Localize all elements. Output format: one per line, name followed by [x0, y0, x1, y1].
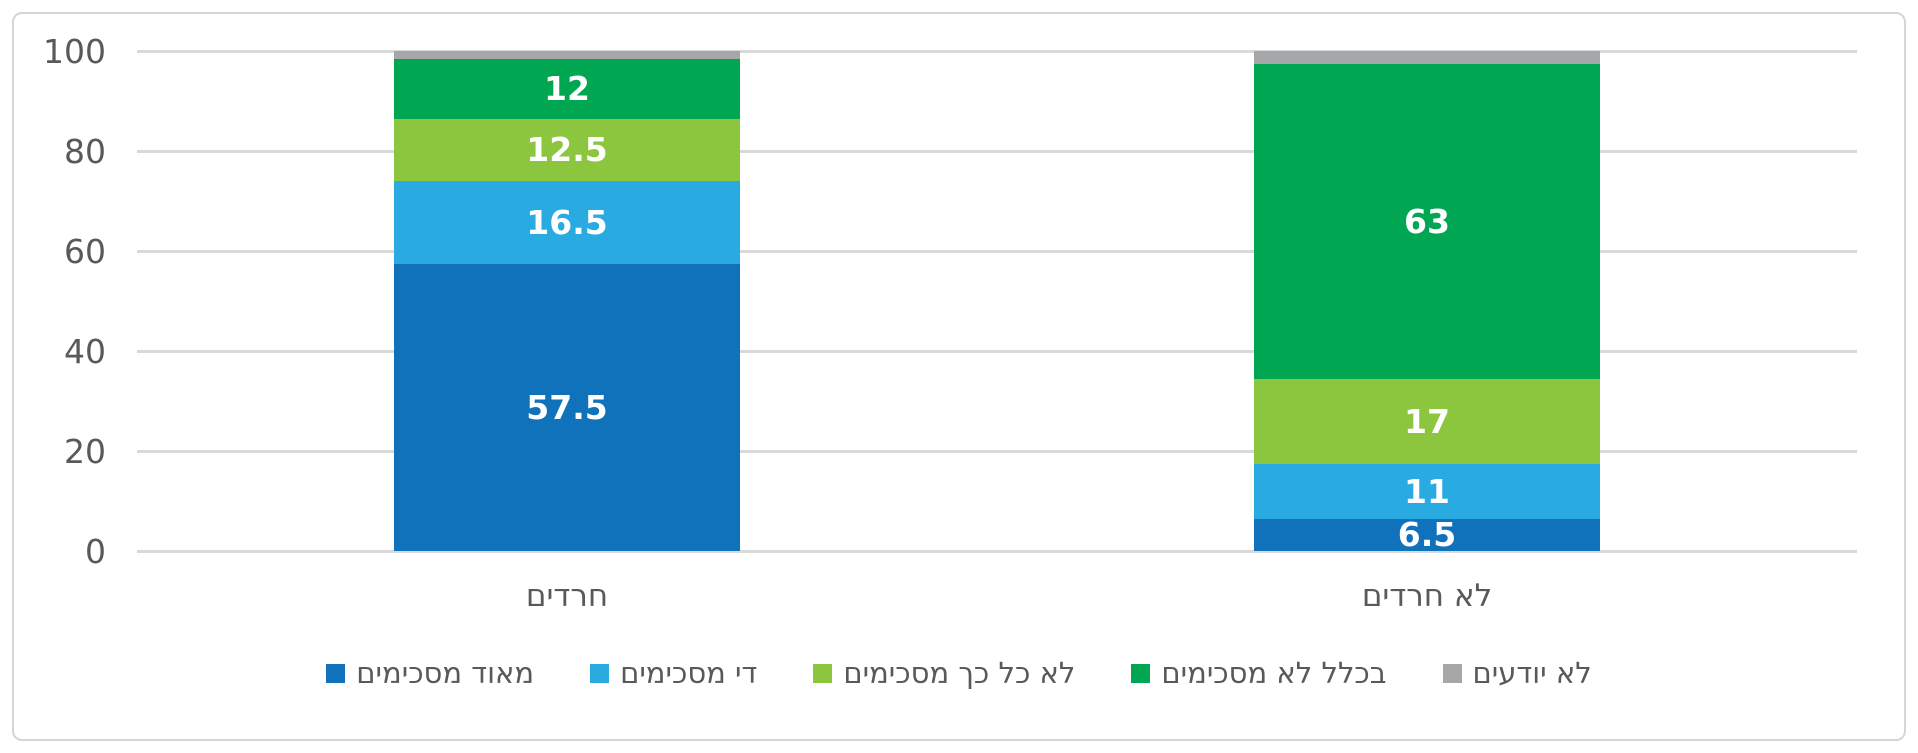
gridline — [137, 550, 1857, 553]
bar-segment — [1254, 51, 1600, 64]
legend-label: לא יודעים — [1472, 656, 1592, 690]
legend-swatch-icon — [813, 664, 833, 683]
legend-item: מאוד מסכימים — [326, 659, 534, 688]
data-label: 11 — [1404, 471, 1450, 511]
legend-swatch-icon — [590, 664, 610, 683]
data-label: 16.5 — [526, 202, 608, 242]
bar-segment: 63 — [1254, 63, 1600, 379]
data-label: 17 — [1404, 401, 1450, 441]
y-axis-tick-label: 20 — [64, 432, 106, 471]
data-label: 12 — [544, 69, 590, 108]
data-label: 12.5 — [526, 130, 608, 170]
bar-segment: 16.5 — [394, 181, 740, 264]
bar-segment: 12 — [394, 58, 740, 119]
legend-swatch-icon — [1131, 664, 1151, 683]
gridline — [137, 250, 1857, 253]
x-axis-category-label: חרדים — [525, 578, 609, 614]
legend-label: די מסכימים — [620, 656, 758, 690]
legend-item: לא יודעים — [1442, 656, 1592, 690]
data-label: 57.5 — [526, 387, 608, 427]
legend-swatch-icon — [326, 664, 346, 683]
legend-item: די מסכימים — [590, 659, 757, 688]
bar-segment: 57.5 — [394, 263, 740, 551]
data-label: 63 — [1404, 201, 1450, 241]
legend-label: לא כל כך מסכימים — [843, 656, 1076, 690]
y-axis-tick-label: 40 — [64, 332, 106, 371]
legend-item: בכלל לא מסכימים — [1131, 656, 1387, 690]
gridline — [137, 450, 1857, 453]
bar-segment — [394, 51, 740, 59]
bar-segment: 11 — [1254, 463, 1600, 519]
legend-item: לא כל כך מסכימים — [813, 659, 1075, 688]
data-label: 6.5 — [1397, 515, 1457, 555]
y-axis-tick-label: 0 — [85, 532, 106, 571]
legend-label: בכלל לא מסכימים — [1161, 656, 1387, 690]
bar-segment: 6.5 — [1254, 515, 1600, 555]
y-axis-tick-label: 100 — [43, 32, 106, 71]
chart-frame-border — [12, 12, 1906, 741]
bar-segment: 12.5 — [394, 118, 740, 181]
legend: מאוד מסכימים די מסכימים לא כל כך מסכימים בכ… — [0, 659, 1918, 688]
legend-swatch-icon — [1442, 664, 1462, 683]
legend-label: מאוד מסכימים — [356, 656, 535, 690]
x-axis-category-label: לא חרדים — [1361, 578, 1493, 614]
gridline — [137, 350, 1857, 353]
gridline — [137, 150, 1857, 153]
gridline — [137, 50, 1857, 53]
y-axis-tick-label: 80 — [64, 132, 106, 171]
bar-segment: 17 — [1254, 378, 1600, 464]
y-axis-tick-label: 60 — [64, 232, 106, 271]
